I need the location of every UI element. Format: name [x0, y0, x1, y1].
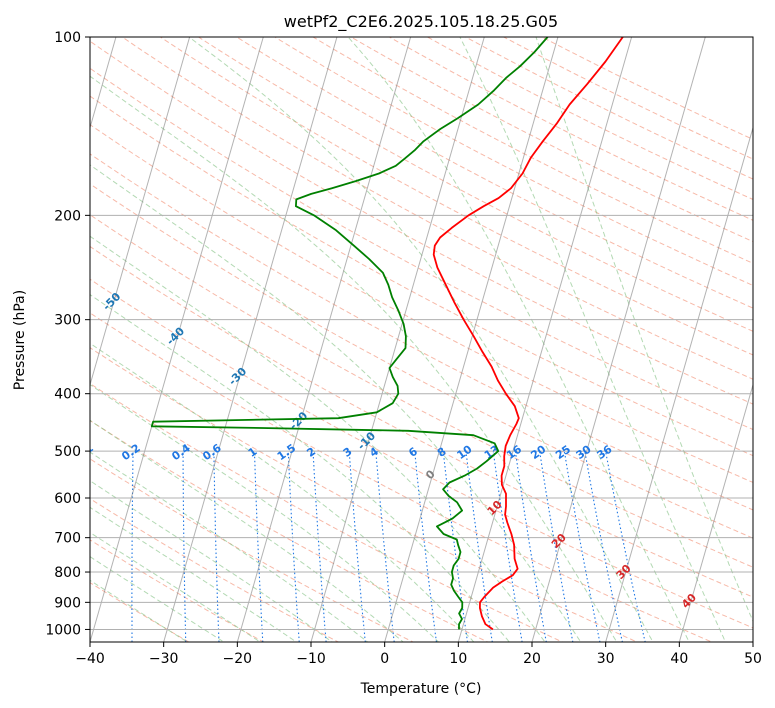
dry-adiabat-line — [159, 37, 753, 356]
plot-area — [90, 37, 753, 642]
isotherm-line — [90, 37, 191, 387]
y-tick-label: 400 — [54, 387, 81, 403]
isotherm-line — [163, 37, 338, 642]
dry-adiabat-line — [90, 458, 415, 642]
isotherm-line — [678, 383, 753, 642]
dry-adiabat-line — [90, 312, 713, 642]
x-tick-label: −10 — [296, 651, 326, 667]
x-tick-label: 0 — [380, 651, 389, 667]
moist-adiabat-line — [90, 480, 333, 642]
dry-adiabat-line — [90, 95, 753, 457]
dry-adiabat-line — [90, 582, 190, 642]
isotherm-line — [531, 37, 706, 642]
x-tick-label: −30 — [149, 651, 179, 667]
dry-adiabat-line — [90, 382, 564, 642]
dry-adiabat-line — [90, 245, 753, 598]
mixing-ratio-label: 0.1 — [72, 441, 95, 463]
dewpoint-profile — [150, 37, 549, 630]
isotherm-line — [605, 125, 753, 642]
x-axis: −40 −30 −20 −10 0 10 20 30 40 50 — [75, 642, 762, 667]
moist-adiabat-line — [90, 75, 618, 642]
dry-adiabat-line — [90, 183, 753, 539]
y-tick-label: 600 — [54, 491, 81, 507]
isotherm-line — [457, 37, 633, 642]
dry-adiabat-line — [90, 347, 639, 642]
y-tick-label: 300 — [54, 313, 81, 329]
y-axis: 100 200 300 400 500 600 700 800 900 1000 — [45, 30, 90, 638]
isotherm-label: -70 — [0, 192, 4, 215]
x-tick-label: 40 — [670, 651, 688, 667]
isotherm-line — [384, 37, 559, 642]
y-tick-label: 500 — [54, 444, 81, 460]
y-tick-label: 200 — [54, 208, 81, 224]
y-tick-label: 800 — [54, 565, 81, 581]
x-tick-label: −20 — [223, 651, 253, 667]
plot-frame — [89, 36, 754, 643]
isotherm-line — [236, 37, 412, 642]
moist-adiabat-line — [90, 342, 475, 642]
x-tick-label: 20 — [523, 651, 541, 667]
x-tick-label: −40 — [75, 651, 105, 667]
moist-adiabat-line — [90, 451, 369, 642]
moist-adiabat-line — [90, 384, 440, 642]
x-tick-label: 10 — [449, 651, 467, 667]
isotherm-line — [310, 37, 485, 642]
isotherm-label: -60 — [39, 246, 62, 269]
y-tick-label: 900 — [54, 595, 81, 611]
dry-adiabat-line — [197, 37, 753, 332]
y-axis-label: Pressure (hPa) — [12, 290, 28, 390]
y-tick-label: 700 — [54, 531, 81, 547]
moist-adiabat-line — [90, 294, 511, 642]
chart-title: wetPf2_C2E6.2025.105.18.25.G05 — [284, 12, 558, 32]
y-tick-label: 100 — [54, 30, 81, 46]
x-axis-label: Temperature (°C) — [360, 681, 482, 697]
x-tick-label: 50 — [744, 651, 762, 667]
profiles — [150, 37, 624, 631]
dry-adiabat-line — [90, 498, 340, 642]
dry-adiabat-line — [235, 37, 753, 309]
dry-adiabat-line — [121, 37, 753, 380]
temperature-profile — [432, 37, 624, 631]
x-tick-label: 30 — [597, 651, 615, 667]
dry-adiabat-line — [90, 419, 489, 642]
moist-adiabat-line — [90, 419, 404, 642]
moist-adiabat-line — [90, 506, 298, 642]
dry-adiabat-line — [90, 124, 753, 483]
isotherm-line — [90, 37, 264, 642]
moist-adiabat-line — [90, 531, 262, 642]
mixing-ratio-line — [82, 451, 87, 654]
dry-adiabat-line — [90, 40, 753, 405]
y-tick-label: 1000 — [45, 622, 81, 638]
isotherm-line — [90, 37, 117, 130]
dry-adiabat-line — [273, 37, 753, 287]
background-lines — [82, 37, 753, 654]
